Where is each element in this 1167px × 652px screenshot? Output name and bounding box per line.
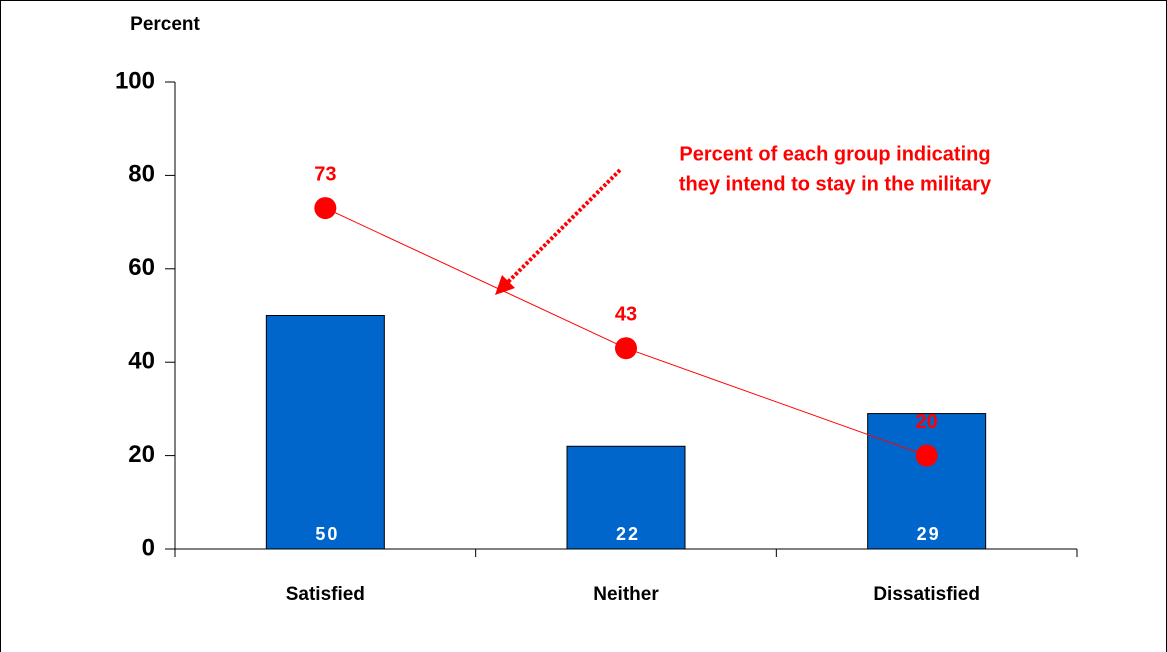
bar [867,413,987,550]
x-tick-label: Neither [593,584,659,605]
x-tick-label: Satisfied [286,584,365,605]
bar [566,445,686,550]
line-point [314,197,337,220]
bar-value-label: 22 [616,524,640,544]
y-tick-label: 100 [115,67,155,94]
bar-value-label: 29 [917,524,941,544]
annotation: they intend to stay in the military [679,173,992,195]
y-tick-label: 80 [128,161,155,188]
line-point [615,337,637,360]
line-value-label: 43 [615,303,637,325]
y-tick-label: 40 [128,348,155,375]
line-value-label: 73 [314,163,336,185]
annotation: Percent of each group indicating [679,143,990,165]
y-axis-label: Percent [130,14,200,35]
x-tick-label: Dissatisfied [873,584,980,605]
y-tick-label: 60 [128,254,155,281]
y-tick-label: 0 [142,534,155,561]
bar-value-label: 50 [315,524,339,544]
line-value-label: 20 [916,411,938,433]
line-point [915,444,938,467]
annotation-arrow [503,168,622,287]
bar [265,315,385,550]
y-tick-label: 20 [128,441,155,468]
